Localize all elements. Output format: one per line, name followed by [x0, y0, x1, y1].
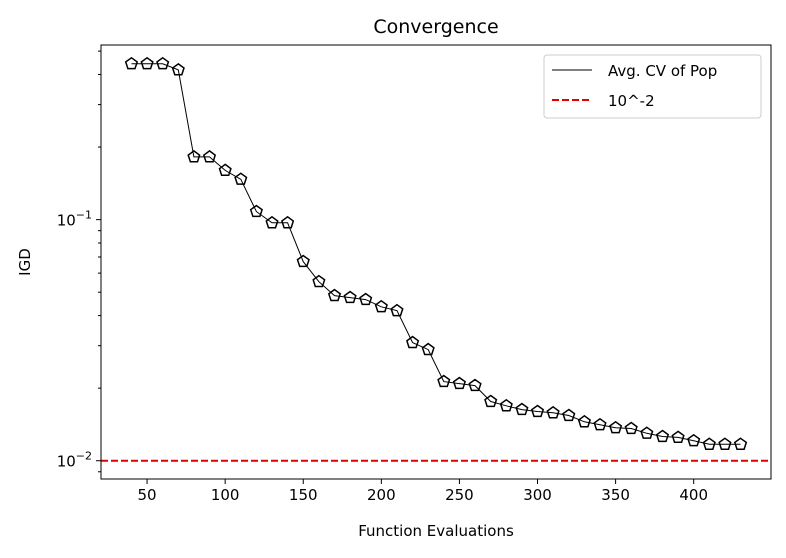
data-point — [718, 437, 732, 450]
plot-frame — [100, 44, 772, 480]
data-point — [265, 215, 279, 229]
data-point — [484, 394, 498, 408]
data-point — [562, 408, 576, 422]
data-point — [733, 437, 748, 450]
legend: Avg. CV of Pop 10^-2 — [543, 54, 762, 119]
x-tick-label: 350 — [601, 486, 630, 504]
data-point — [593, 417, 607, 431]
data-point — [702, 437, 716, 450]
data-point — [281, 215, 295, 229]
data-point — [374, 299, 388, 313]
data-point — [187, 149, 201, 163]
data-point — [687, 433, 701, 447]
data-point — [437, 374, 451, 388]
legend-label-reference: 10^-2 — [608, 92, 655, 110]
data-point — [171, 62, 185, 76]
data-point — [327, 288, 342, 302]
data-point — [530, 404, 545, 418]
data-point — [296, 254, 310, 268]
data-point — [655, 429, 670, 443]
data-point — [124, 56, 139, 70]
data-point — [499, 398, 513, 412]
y-tick-label: 10−1 — [57, 209, 92, 230]
data-point — [624, 421, 638, 435]
data-point — [671, 430, 685, 443]
x-tick-label: 100 — [211, 486, 240, 504]
data-point — [218, 163, 232, 177]
x-tick-label: 400 — [679, 486, 708, 504]
series-line — [131, 63, 741, 445]
data-point — [249, 204, 263, 218]
data-point — [546, 405, 560, 419]
x-tick-label: 50 — [138, 486, 157, 504]
x-tick-label: 250 — [445, 486, 474, 504]
data-point — [156, 56, 170, 70]
legend-box — [543, 54, 762, 119]
x-tick-label: 200 — [367, 486, 396, 504]
data-point — [468, 378, 482, 392]
legend-label-series: Avg. CV of Pop — [608, 62, 717, 80]
data-point — [577, 414, 591, 428]
y-axis-label: IGD — [16, 248, 34, 276]
data-point — [312, 274, 326, 288]
data-point — [406, 335, 420, 349]
data-point — [452, 376, 466, 390]
y-tick-label: 10−2 — [57, 450, 92, 471]
x-axis-label: Function Evaluations — [358, 522, 514, 540]
x-tick-label: 150 — [289, 486, 318, 504]
data-point — [390, 303, 404, 317]
data-point — [359, 292, 373, 306]
chart-title: Convergence — [373, 16, 498, 38]
data-point — [421, 342, 435, 356]
data-point — [515, 402, 529, 416]
data-point — [609, 420, 623, 434]
data-point — [640, 426, 654, 439]
x-tick-label: 300 — [523, 486, 552, 504]
data-point — [140, 56, 154, 70]
data-point — [202, 149, 217, 163]
data-point — [343, 290, 357, 304]
data-point — [234, 172, 248, 185]
